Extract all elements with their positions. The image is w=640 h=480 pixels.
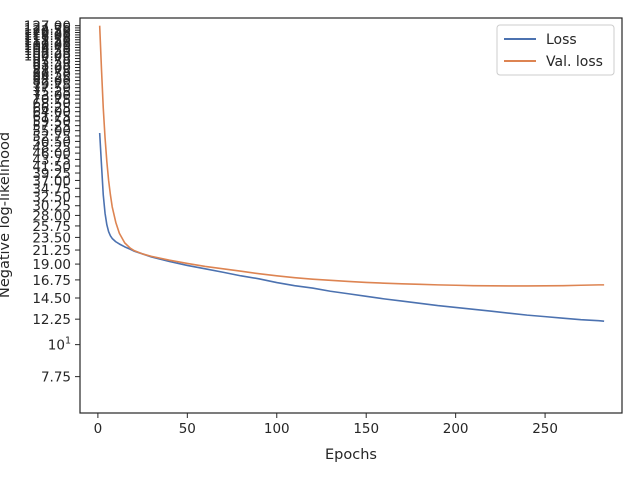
x-tick-label: 250 [532,421,558,437]
y-tick-label: 59.50 [32,114,71,130]
y-tick-label: 28.00 [32,208,71,224]
y-tick-label: 93.25 [32,57,71,73]
y-tick-label: 19.00 [32,257,71,273]
x-tick-label: 150 [353,421,379,437]
y-tick-label: 61.75 [32,109,71,125]
y-tick-label: 86.50 [32,67,71,83]
legend-label-loss: Loss [546,32,577,48]
y-tick-label: 101 [48,336,71,354]
y-tick-label: 95.50 [32,54,71,70]
y-tick-label: 50.50 [32,134,71,150]
series-line-val-loss [98,25,605,287]
y-tick-label: 77.50 [32,81,71,97]
y-tick-label: 23.50 [32,230,71,246]
y-tick-label: 91.00 [32,60,71,76]
y-tick-label: 25.75 [32,219,71,235]
y-tick-label: 39.25 [32,166,71,182]
x-tick-label: 200 [443,421,469,437]
y-tick-label: 111.25 [24,35,71,51]
y-tick-label: 109.00 [24,38,71,54]
y-axis-title: Negative log-likelihood [0,132,13,298]
y-tick-label: 21.25 [32,243,71,259]
y-axis: 7.75 101 12.25 14.50 16.7519.0021.2523.5025.… [24,19,80,386]
y-tick-label: 57.25 [32,119,71,135]
y-tick-label: 122.50 [24,23,71,39]
y-tick-label: 30.25 [32,199,71,215]
y-tick-label: 115.75 [24,30,71,46]
y-tick-label: 88.75 [32,64,71,80]
y-tick-label: 64.00 [32,105,71,121]
x-axis-title: Epochs [325,447,377,463]
y-tick-label: 46.00 [32,146,71,162]
legend-label-val-loss: Val. loss [546,54,603,70]
y-tick-label: 43.75 [32,152,71,168]
y-tick-label: 41.50 [32,159,71,175]
y-tick-label: 14.50 [32,291,71,307]
y-tick-label: 82.00 [32,74,71,90]
y-tick-label: 127.00 [24,19,71,35]
x-tick-label: 50 [179,421,196,437]
y-tick-label: 124.75 [24,21,71,37]
y-tick-label: 106.75 [24,40,71,56]
y-tick-label: 55.00 [32,124,71,140]
series-layer [98,25,605,323]
y-tick-label: 75.25 [32,84,71,100]
y-tick-label: 12.25 [32,312,71,328]
y-tick-label: 84.25 [32,70,71,86]
y-tick-label: 100.00 [24,49,71,65]
y-tick-label: 70.75 [32,92,71,108]
series-line-loss [98,132,605,323]
y-tick-label: 79.75 [32,77,71,93]
x-tick-label: 100 [264,421,290,437]
y-tick-label: 7.75 [41,370,71,386]
y-tick-label: 37.00 [32,173,71,189]
plot-area [80,18,622,413]
y-tick-label: 104.50 [24,43,71,59]
x-axis: 0 50 100 150 200 250 [94,413,558,437]
y-tick-label: 32.50 [32,190,71,206]
y-tick-label: 118.00 [24,28,71,44]
x-tick-label: 0 [94,421,103,437]
y-tick-label: 120.25 [24,26,71,42]
y-tick-label: 73.00 [32,88,71,104]
y-tick-label: 113.50 [24,33,71,49]
legend-box [496,24,615,76]
y-tick-label: 16.75 [32,273,71,289]
legend: Loss Val. loss [496,24,615,76]
y-tick-label: 68.50 [32,96,71,112]
y-tick-label: 34.75 [32,181,71,197]
y-tick-label: 102.25 [24,46,71,62]
y-tick-label: 52.75 [32,129,71,145]
y-tick-label: 66.25 [32,100,71,116]
y-tick-label: 48.25 [32,140,71,156]
y-tick-label: 97.75 [32,52,71,68]
